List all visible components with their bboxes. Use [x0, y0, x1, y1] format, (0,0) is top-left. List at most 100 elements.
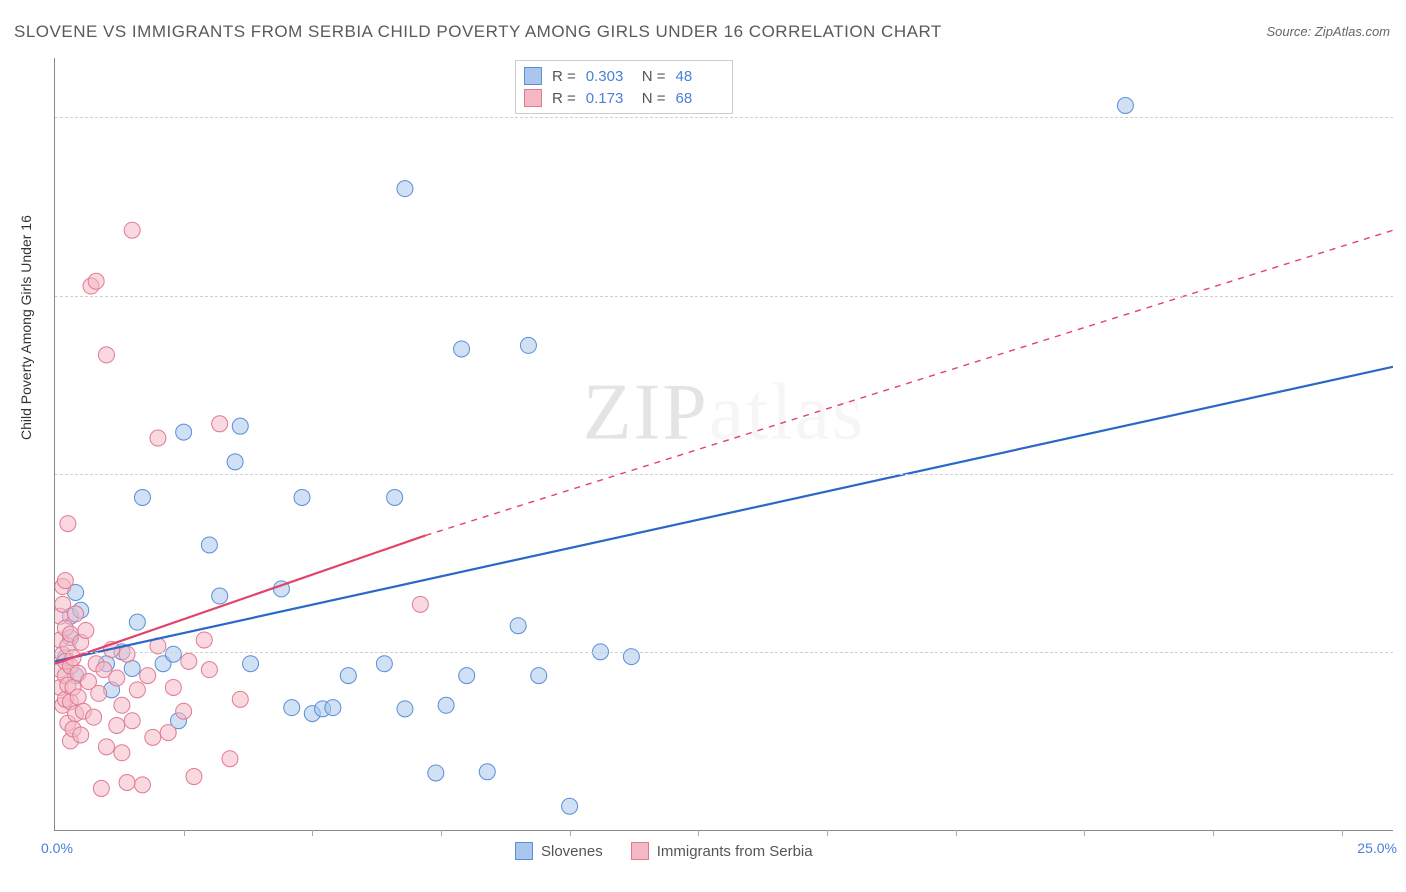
- y-tick-label: 15.0%: [1401, 644, 1406, 660]
- data-point: [243, 656, 259, 672]
- data-point: [57, 573, 73, 589]
- gridline: [55, 117, 1393, 118]
- gridline: [55, 652, 1393, 653]
- data-point: [325, 700, 341, 716]
- stat-n-slovenes: 48: [676, 68, 722, 85]
- data-point: [119, 774, 135, 790]
- data-point: [124, 660, 140, 676]
- data-point: [91, 685, 107, 701]
- data-point: [201, 537, 217, 553]
- trend-line: [55, 367, 1393, 662]
- data-point: [165, 679, 181, 695]
- gridline: [55, 474, 1393, 475]
- legend-stats-box: R = 0.303 N = 48 R = 0.173 N = 68: [515, 60, 733, 114]
- stat-label-n: N =: [642, 68, 666, 85]
- data-point: [176, 424, 192, 440]
- data-point: [109, 717, 125, 733]
- data-point: [1117, 98, 1133, 114]
- data-point: [520, 337, 536, 353]
- data-point: [222, 751, 238, 767]
- stat-label-n2: N =: [642, 90, 666, 107]
- trend-line: [55, 535, 426, 663]
- data-point: [129, 614, 145, 630]
- data-point: [428, 765, 444, 781]
- data-point: [124, 713, 140, 729]
- data-point: [140, 668, 156, 684]
- x-minor-tick: [441, 830, 442, 836]
- bottom-label-serbia: Immigrants from Serbia: [657, 843, 813, 860]
- bottom-legend: Slovenes Immigrants from Serbia: [515, 842, 813, 860]
- bottom-swatch-slovenes: [515, 842, 533, 860]
- data-point: [150, 430, 166, 446]
- data-point: [387, 489, 403, 505]
- data-point: [181, 653, 197, 669]
- x-minor-tick: [312, 830, 313, 836]
- data-point: [145, 729, 161, 745]
- data-point: [109, 670, 125, 686]
- data-point: [412, 596, 428, 612]
- data-point: [124, 222, 140, 238]
- x-minor-tick: [956, 830, 957, 836]
- y-tick-label: 30.0%: [1401, 466, 1406, 482]
- stat-r-serbia: 0.173: [586, 90, 632, 107]
- bottom-swatch-serbia: [631, 842, 649, 860]
- data-point: [340, 668, 356, 684]
- stat-label-r2: R =: [552, 90, 576, 107]
- data-point: [86, 709, 102, 725]
- legend-swatch-serbia: [524, 89, 542, 107]
- bottom-legend-item-slovenes: Slovenes: [515, 842, 603, 860]
- data-point: [68, 606, 84, 622]
- chart-title: SLOVENE VS IMMIGRANTS FROM SERBIA CHILD …: [14, 22, 942, 42]
- data-point: [531, 668, 547, 684]
- x-minor-tick: [1213, 830, 1214, 836]
- data-point: [284, 700, 300, 716]
- data-point: [98, 347, 114, 363]
- gridline: [55, 296, 1393, 297]
- data-point: [397, 701, 413, 717]
- x-minor-tick: [184, 830, 185, 836]
- data-point: [60, 516, 76, 532]
- bottom-legend-item-serbia: Immigrants from Serbia: [631, 842, 813, 860]
- data-point: [88, 273, 104, 289]
- data-point: [479, 764, 495, 780]
- x-minor-tick: [1084, 830, 1085, 836]
- data-point: [438, 697, 454, 713]
- plot-area: ZIPatlas R = 0.303 N = 48 R = 0.173 N = …: [54, 58, 1393, 831]
- data-point: [98, 739, 114, 755]
- data-point: [129, 682, 145, 698]
- data-point: [232, 418, 248, 434]
- y-axis-label: Child Poverty Among Girls Under 16: [18, 215, 34, 440]
- data-point: [454, 341, 470, 357]
- data-point: [186, 769, 202, 785]
- data-point: [134, 489, 150, 505]
- data-point: [160, 725, 176, 741]
- data-point: [459, 668, 475, 684]
- data-point: [119, 646, 135, 662]
- y-tick-label: 60.0%: [1401, 109, 1406, 125]
- data-point: [376, 656, 392, 672]
- x-minor-tick: [570, 830, 571, 836]
- trend-line-extrapolated: [426, 230, 1393, 535]
- x-minor-tick: [1342, 830, 1343, 836]
- x-tick-min: 0.0%: [41, 840, 73, 856]
- data-point: [114, 697, 130, 713]
- x-minor-tick: [698, 830, 699, 836]
- stat-label-r: R =: [552, 68, 576, 85]
- legend-swatch-slovenes: [524, 67, 542, 85]
- data-point: [165, 646, 181, 662]
- data-point: [114, 745, 130, 761]
- x-minor-tick: [827, 830, 828, 836]
- data-point: [294, 489, 310, 505]
- data-point: [176, 703, 192, 719]
- data-point: [227, 454, 243, 470]
- data-point: [510, 618, 526, 634]
- x-tick-max: 25.0%: [1357, 840, 1397, 856]
- data-point: [196, 632, 212, 648]
- data-point: [212, 416, 228, 432]
- legend-stats-row-serbia: R = 0.173 N = 68: [524, 87, 722, 109]
- data-point: [93, 780, 109, 796]
- data-point: [201, 662, 217, 678]
- data-point: [70, 689, 86, 705]
- data-point: [73, 727, 89, 743]
- data-point: [232, 691, 248, 707]
